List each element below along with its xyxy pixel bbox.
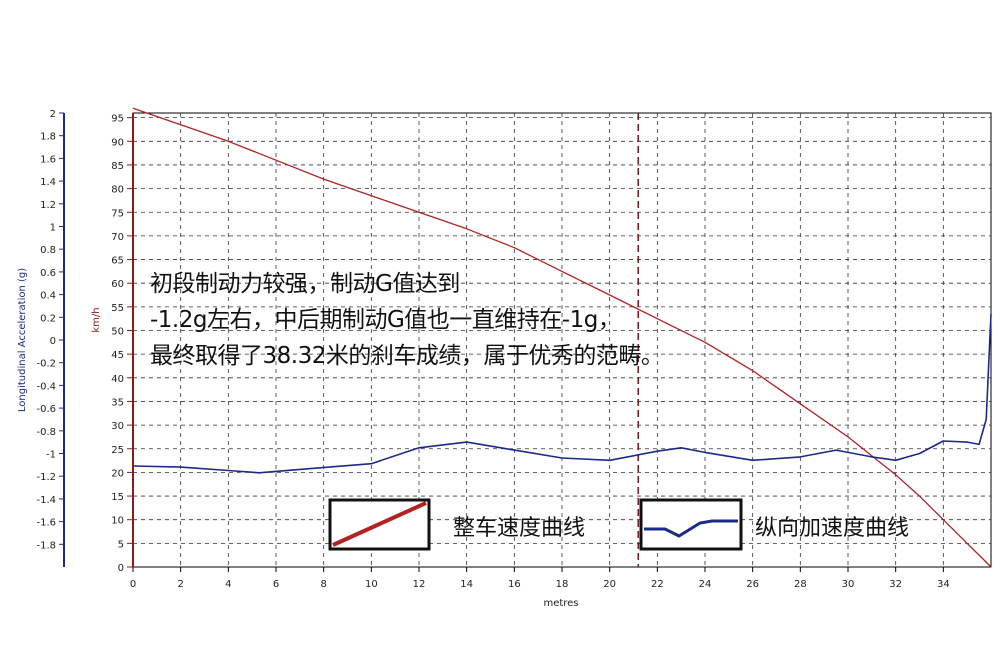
- legend-swatch-accel-box: [639, 498, 743, 551]
- accel-tick-label: -1.4: [36, 495, 56, 506]
- accel-tick-label: 1.6: [40, 154, 56, 165]
- speed-tick-label: 95: [111, 114, 124, 125]
- speed-tick-label: 50: [111, 327, 124, 338]
- accel-tick-label: 0.8: [40, 245, 56, 256]
- speed-tick-label: 35: [111, 397, 124, 408]
- accel-tick-label: 0: [50, 336, 56, 347]
- speed-tick-label: 5: [118, 539, 124, 550]
- x-tick-label: 2: [177, 579, 183, 590]
- legend-label-speed: 整车速度曲线: [453, 516, 586, 541]
- accel-curve: [132, 313, 992, 474]
- x-tick-label: 6: [273, 579, 279, 590]
- speed-tick-label: 75: [111, 208, 124, 219]
- accel-tick-label: -0.6: [36, 404, 56, 415]
- x-tick-label: 0: [130, 579, 136, 590]
- x-tick-label: 32: [889, 579, 902, 590]
- speed-tick-label: 45: [111, 350, 124, 361]
- speed-tick-label: 80: [111, 185, 124, 196]
- x-tick-label: 20: [603, 579, 616, 590]
- legend-swatch-speed-line: [332, 501, 427, 547]
- x-tick-label: 8: [320, 579, 326, 590]
- speed-tick-label: 85: [111, 161, 124, 172]
- x-tick-label: 30: [842, 579, 855, 590]
- speed-tick-label: 90: [111, 137, 124, 148]
- accel-tick-label: 1.8: [40, 132, 56, 143]
- accel-tick-label: 0.6: [40, 268, 56, 279]
- speed-tick-label: 0: [118, 563, 124, 574]
- speed-curve: [132, 107, 992, 568]
- x-tick-label: 4: [225, 579, 231, 590]
- accel-tick-label: 0.2: [40, 313, 56, 324]
- x-axis-label: metres: [543, 598, 578, 609]
- annotation-line-1: 初段制动力较强，制动G值达到: [150, 271, 460, 297]
- speed-tick-label: 55: [111, 303, 124, 314]
- x-tick-label: 22: [651, 579, 664, 590]
- series-lines: [132, 107, 992, 568]
- axes: 0 2 4 6 8 10 12 14 16 18 20 22 24 26 28 30 32 34051015202…: [36, 109, 949, 590]
- speed-tick-label: 10: [111, 516, 124, 527]
- speed-tick-label: 40: [111, 374, 124, 385]
- annotation-line-2: -1.2g左右，中后期制动G值也一直维持在-1g，: [150, 307, 621, 333]
- speed-tick-label: 70: [111, 232, 124, 243]
- legend-label-accel: 纵向加速度曲线: [755, 516, 910, 541]
- grid: [133, 113, 991, 567]
- speed-tick-label: 60: [111, 279, 124, 290]
- legend-swatch-accel-line: [644, 519, 738, 538]
- accel-tick-label: -1.6: [36, 518, 56, 529]
- speed-tick-label: 30: [111, 421, 124, 432]
- x-tick-label: 12: [413, 579, 426, 590]
- accel-tick-label: 1.4: [40, 177, 56, 188]
- accel-axis-label: Longitudinal Acceleration (g): [17, 268, 28, 412]
- accel-tick-label: -0.4: [36, 381, 56, 392]
- accel-tick-label: 1.2: [40, 200, 56, 211]
- speed-tick-label: 20: [111, 468, 124, 479]
- accel-tick-label: -1.2: [36, 472, 56, 483]
- accel-tick-label: -1: [46, 450, 56, 461]
- x-tick-label: 26: [746, 579, 759, 590]
- speed-axis-label: km/h: [91, 307, 102, 332]
- accel-tick-label: 0.4: [40, 291, 56, 302]
- accel-tick-label: 2: [50, 109, 56, 120]
- annotation-text: 初段制动力较强，制动G值达到 -1.2g左右，中后期制动G值也一直维持在-1g，…: [150, 266, 664, 374]
- x-tick-label: 34: [937, 579, 950, 590]
- accel-tick-label: -1.8: [36, 540, 56, 551]
- speed-tick-label: 65: [111, 256, 124, 267]
- x-tick-label: 16: [508, 579, 521, 590]
- annotation-line-3: 最终取得了38.32米的刹车成绩，属于优秀的范畴。: [150, 343, 664, 369]
- x-tick-label: 18: [556, 579, 569, 590]
- x-tick-label: 28: [794, 579, 807, 590]
- x-tick-label: 14: [460, 579, 473, 590]
- speed-tick-label: 15: [111, 492, 124, 503]
- accel-tick-label: -0.8: [36, 427, 56, 438]
- x-tick-label: 24: [699, 579, 712, 590]
- accel-tick-label: -0.2: [36, 359, 56, 370]
- speed-tick-label: 25: [111, 445, 124, 456]
- accel-tick-label: 1: [50, 223, 56, 234]
- legend: [328, 498, 743, 551]
- x-tick-label: 10: [365, 579, 378, 590]
